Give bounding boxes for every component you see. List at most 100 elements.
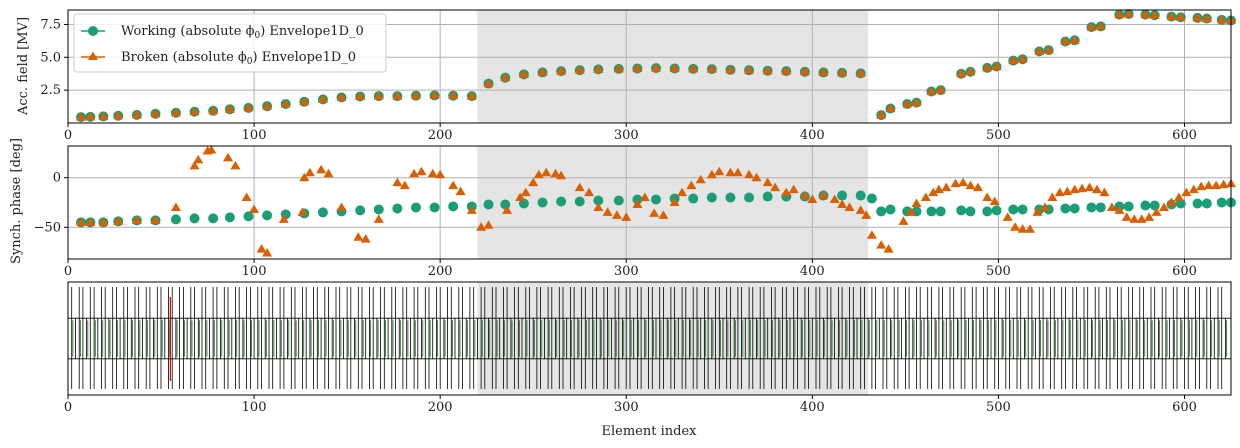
broken-point: [593, 202, 604, 211]
broken-point: [799, 190, 810, 200]
broken-point: [355, 91, 366, 100]
broken-point: [170, 107, 181, 117]
broken-point: [113, 216, 124, 225]
working-point: [651, 194, 662, 205]
legend-broken-marker: [88, 51, 98, 60]
broken-point: [85, 111, 96, 121]
x-tick-label: 0: [64, 128, 72, 143]
elements-ticks: 0 100 200 300 400 500 600: [64, 395, 1197, 415]
broken-point: [1017, 224, 1028, 233]
x-tick-label: 500: [986, 264, 1011, 279]
broken-point: [658, 210, 669, 219]
working-point: [410, 202, 421, 213]
broken-point: [770, 182, 781, 192]
broken-point: [688, 63, 699, 73]
broken-point: [732, 167, 743, 177]
broken-point: [1034, 46, 1045, 55]
working-point: [189, 213, 200, 224]
broken-point: [621, 212, 632, 221]
x-tick-label: 500: [986, 400, 1011, 415]
broken-point: [399, 180, 410, 190]
x-tick-label: 100: [242, 264, 267, 279]
x-tick-label: 0: [64, 400, 72, 415]
broken-point: [299, 96, 310, 106]
broken-point: [1002, 212, 1013, 221]
broken-point: [911, 198, 922, 207]
broken-point: [818, 67, 829, 76]
broken-point: [520, 187, 531, 197]
x-tick-label: 300: [614, 264, 639, 279]
working-point: [1192, 198, 1203, 209]
phase-ylabel: Synch. phase [deg]: [9, 138, 24, 264]
broken-point: [241, 192, 252, 202]
working-point: [1069, 203, 1080, 214]
broken-point: [1149, 10, 1160, 19]
working-point: [1201, 198, 1212, 209]
broken-point: [584, 187, 595, 197]
working-point: [706, 192, 717, 203]
legend-working-marker: [88, 26, 98, 36]
x-tick-label: 200: [428, 264, 453, 279]
broken-point: [1106, 202, 1117, 211]
working-point: [317, 207, 328, 218]
stable-region-shade: [477, 282, 869, 395]
broken-point: [956, 68, 967, 78]
broken-point: [1069, 35, 1080, 44]
broken-point: [249, 204, 260, 213]
broken-point: [807, 194, 818, 204]
broken-point: [744, 65, 755, 74]
broken-point: [639, 192, 650, 202]
working-point: [556, 196, 567, 207]
working-point: [208, 213, 219, 224]
broken-point: [466, 205, 477, 214]
broken-point: [1114, 9, 1125, 19]
broken-point: [500, 72, 511, 82]
broken-point: [1173, 192, 1184, 202]
broken-point: [965, 66, 976, 76]
broken-point: [1060, 36, 1071, 46]
broken-point: [541, 167, 552, 177]
broken-point: [448, 180, 459, 190]
broken-point: [677, 187, 688, 197]
working-point: [593, 195, 604, 206]
working-point: [956, 205, 967, 216]
broken-point: [632, 63, 643, 72]
broken-point: [323, 168, 334, 178]
broken-point: [392, 177, 403, 187]
broken-point: [206, 144, 217, 154]
broken-point: [373, 214, 384, 223]
broken-point: [1092, 184, 1103, 194]
working-point: [1017, 204, 1028, 215]
broken-point: [1144, 212, 1155, 221]
field-ylabel: Acc. field [MV]: [16, 17, 31, 116]
working-point: [1140, 200, 1151, 211]
broken-point: [911, 97, 922, 107]
legend-broken-sub: 0: [247, 57, 253, 67]
working-point: [876, 206, 887, 217]
broken-point: [1114, 205, 1125, 214]
y-tick-label: 5.0: [40, 50, 61, 65]
working-point: [500, 199, 511, 210]
broken-point: [223, 152, 234, 162]
field-axes-frame: [67, 9, 1232, 124]
phase-axes-frame: [67, 145, 1232, 260]
broken-point: [262, 101, 273, 110]
broken-point: [883, 244, 894, 253]
x-tick-label: 100: [242, 400, 267, 415]
broken-point: [950, 178, 961, 188]
broken-point: [1166, 197, 1177, 206]
broken-point: [1136, 214, 1147, 223]
broken-point: [448, 90, 459, 100]
broken-point: [224, 104, 235, 113]
broken-point: [686, 180, 697, 190]
broken-point: [150, 108, 161, 118]
x-tick-label: 600: [1172, 128, 1197, 143]
y-tick-label: 2.5: [40, 83, 61, 98]
working-point: [1060, 203, 1071, 214]
working-point: [991, 205, 1002, 216]
broken-point: [98, 111, 109, 120]
broken-point: [85, 217, 96, 226]
working-point: [935, 206, 946, 217]
broken-point: [902, 98, 913, 108]
legend: Working (absolute ϕ0) Envelope1D_0 Broke…: [73, 13, 387, 73]
